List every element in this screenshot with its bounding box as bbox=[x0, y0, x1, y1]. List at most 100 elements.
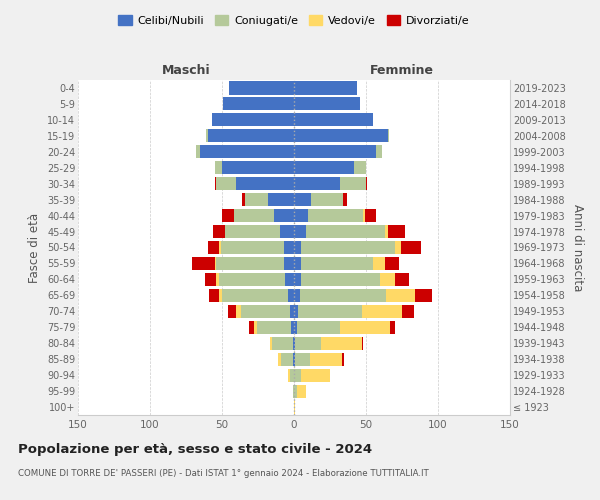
Bar bbox=[241, 305, 290, 318]
Bar bbox=[294, 209, 308, 222]
Bar bbox=[388, 225, 405, 238]
Bar bbox=[295, 352, 310, 366]
Bar bbox=[236, 305, 241, 318]
Bar bbox=[385, 225, 388, 238]
Bar bbox=[291, 320, 294, 334]
Bar bbox=[257, 320, 291, 334]
Bar bbox=[340, 177, 366, 190]
Bar bbox=[380, 273, 395, 286]
Bar bbox=[215, 177, 216, 190]
Bar bbox=[272, 336, 293, 350]
Bar bbox=[269, 336, 272, 350]
Bar bbox=[373, 257, 385, 270]
Bar bbox=[294, 225, 305, 238]
Bar bbox=[219, 241, 221, 254]
Bar bbox=[343, 193, 347, 206]
Legend: Celibi/Nubili, Coniugati/e, Vedovi/e, Divorziati/e: Celibi/Nubili, Coniugati/e, Vedovi/e, Di… bbox=[114, 10, 474, 30]
Bar bbox=[268, 193, 294, 206]
Bar bbox=[236, 177, 294, 190]
Text: Popolazione per età, sesso e stato civile - 2024: Popolazione per età, sesso e stato civil… bbox=[18, 442, 372, 456]
Bar bbox=[294, 368, 301, 382]
Bar bbox=[297, 384, 305, 398]
Bar bbox=[294, 336, 295, 350]
Bar bbox=[281, 352, 293, 366]
Bar bbox=[284, 241, 294, 254]
Bar bbox=[294, 98, 360, 110]
Bar bbox=[215, 257, 216, 270]
Bar bbox=[301, 368, 330, 382]
Bar bbox=[250, 320, 254, 334]
Bar bbox=[308, 209, 363, 222]
Bar bbox=[366, 177, 367, 190]
Bar bbox=[301, 241, 395, 254]
Bar bbox=[294, 352, 295, 366]
Bar bbox=[340, 320, 391, 334]
Bar bbox=[214, 225, 225, 238]
Bar bbox=[395, 241, 401, 254]
Bar bbox=[310, 352, 341, 366]
Bar bbox=[294, 289, 300, 302]
Bar bbox=[280, 225, 294, 238]
Bar bbox=[294, 177, 340, 190]
Bar bbox=[294, 193, 311, 206]
Bar bbox=[391, 320, 395, 334]
Bar bbox=[290, 368, 294, 382]
Bar bbox=[288, 368, 290, 382]
Bar bbox=[388, 130, 389, 142]
Bar bbox=[362, 305, 402, 318]
Bar bbox=[415, 289, 432, 302]
Y-axis label: Anni di nascita: Anni di nascita bbox=[571, 204, 584, 291]
Bar bbox=[305, 225, 385, 238]
Bar bbox=[215, 161, 222, 174]
Bar bbox=[294, 400, 295, 413]
Bar bbox=[294, 273, 301, 286]
Bar bbox=[284, 257, 294, 270]
Bar bbox=[274, 209, 294, 222]
Bar bbox=[293, 336, 294, 350]
Bar bbox=[222, 161, 294, 174]
Bar bbox=[294, 257, 301, 270]
Bar bbox=[200, 145, 294, 158]
Bar bbox=[219, 273, 286, 286]
Bar bbox=[225, 225, 280, 238]
Bar bbox=[363, 209, 365, 222]
Bar bbox=[293, 352, 294, 366]
Bar bbox=[311, 193, 343, 206]
Bar bbox=[242, 193, 245, 206]
Bar bbox=[362, 336, 363, 350]
Bar bbox=[294, 145, 376, 158]
Bar bbox=[341, 352, 344, 366]
Bar bbox=[209, 289, 219, 302]
Bar bbox=[228, 305, 236, 318]
Bar bbox=[355, 161, 366, 174]
Bar bbox=[219, 289, 222, 302]
Bar bbox=[294, 130, 388, 142]
Bar bbox=[365, 209, 376, 222]
Bar bbox=[401, 241, 421, 254]
Bar bbox=[290, 305, 294, 318]
Bar bbox=[216, 273, 219, 286]
Text: COMUNE DI TORRE DE' PASSERI (PE) - Dati ISTAT 1° gennaio 2024 - Elaborazione TUT: COMUNE DI TORRE DE' PASSERI (PE) - Dati … bbox=[18, 469, 429, 478]
Text: Maschi: Maschi bbox=[161, 64, 211, 77]
Bar bbox=[216, 177, 236, 190]
Bar bbox=[298, 305, 362, 318]
Bar bbox=[233, 209, 274, 222]
Bar bbox=[294, 161, 355, 174]
Bar bbox=[288, 289, 294, 302]
Text: Femmine: Femmine bbox=[370, 64, 434, 77]
Bar bbox=[294, 320, 297, 334]
Bar bbox=[294, 384, 297, 398]
Bar bbox=[386, 289, 415, 302]
Bar bbox=[293, 384, 294, 398]
Bar bbox=[229, 82, 294, 94]
Bar bbox=[294, 114, 373, 126]
Bar bbox=[402, 305, 413, 318]
Bar bbox=[322, 336, 362, 350]
Bar bbox=[206, 130, 208, 142]
Y-axis label: Fasce di età: Fasce di età bbox=[28, 212, 41, 282]
Bar bbox=[300, 289, 386, 302]
Bar bbox=[301, 257, 373, 270]
Bar bbox=[297, 320, 340, 334]
Bar bbox=[208, 130, 294, 142]
Bar bbox=[294, 241, 301, 254]
